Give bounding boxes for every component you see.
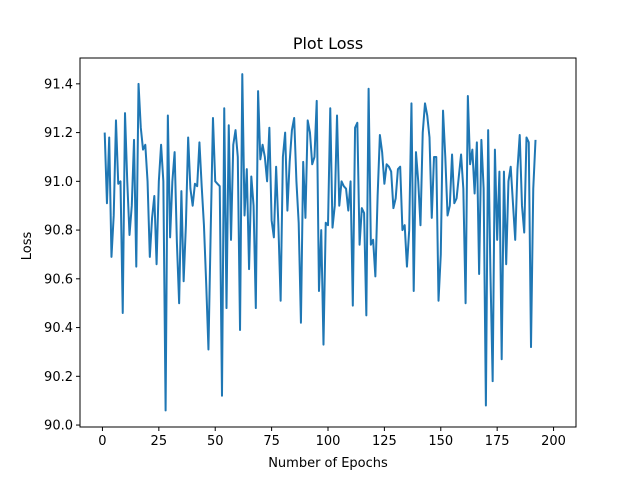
y-tick-label: 90.2 — [44, 370, 73, 385]
x-axis-label: Number of Epochs — [268, 456, 388, 471]
y-tick-label: 91.2 — [44, 126, 73, 141]
plot-area-frame — [79, 57, 577, 428]
y-tick-label: 90.0 — [44, 419, 73, 434]
series-line-loss — [103, 73, 537, 412]
y-tick-label: 90.4 — [44, 321, 73, 336]
chart-title: Plot Loss — [293, 34, 363, 53]
y-axis-label: Loss — [20, 232, 35, 261]
x-axis-ticks: 0 25 50 75 100 125 150 175 200 — [98, 427, 566, 449]
y-axis-ticks: 90.0 90.2 90.4 90.6 90.8 91.0 91.2 91.4 — [44, 77, 80, 434]
x-tick-label: 100 — [316, 434, 341, 449]
y-tick-label: 90.8 — [44, 224, 73, 239]
x-tick-label: 125 — [372, 434, 397, 449]
y-tick-label: 91.0 — [44, 175, 73, 190]
x-tick-label: 175 — [485, 434, 510, 449]
x-tick-label: 0 — [98, 434, 106, 449]
x-tick-label: 50 — [207, 434, 224, 449]
x-tick-label: 75 — [263, 434, 280, 449]
x-tick-label: 200 — [541, 434, 566, 449]
x-tick-label: 25 — [151, 434, 168, 449]
x-tick-label: 150 — [428, 434, 453, 449]
y-tick-label: 90.6 — [44, 272, 73, 287]
y-tick-label: 91.4 — [44, 77, 73, 92]
